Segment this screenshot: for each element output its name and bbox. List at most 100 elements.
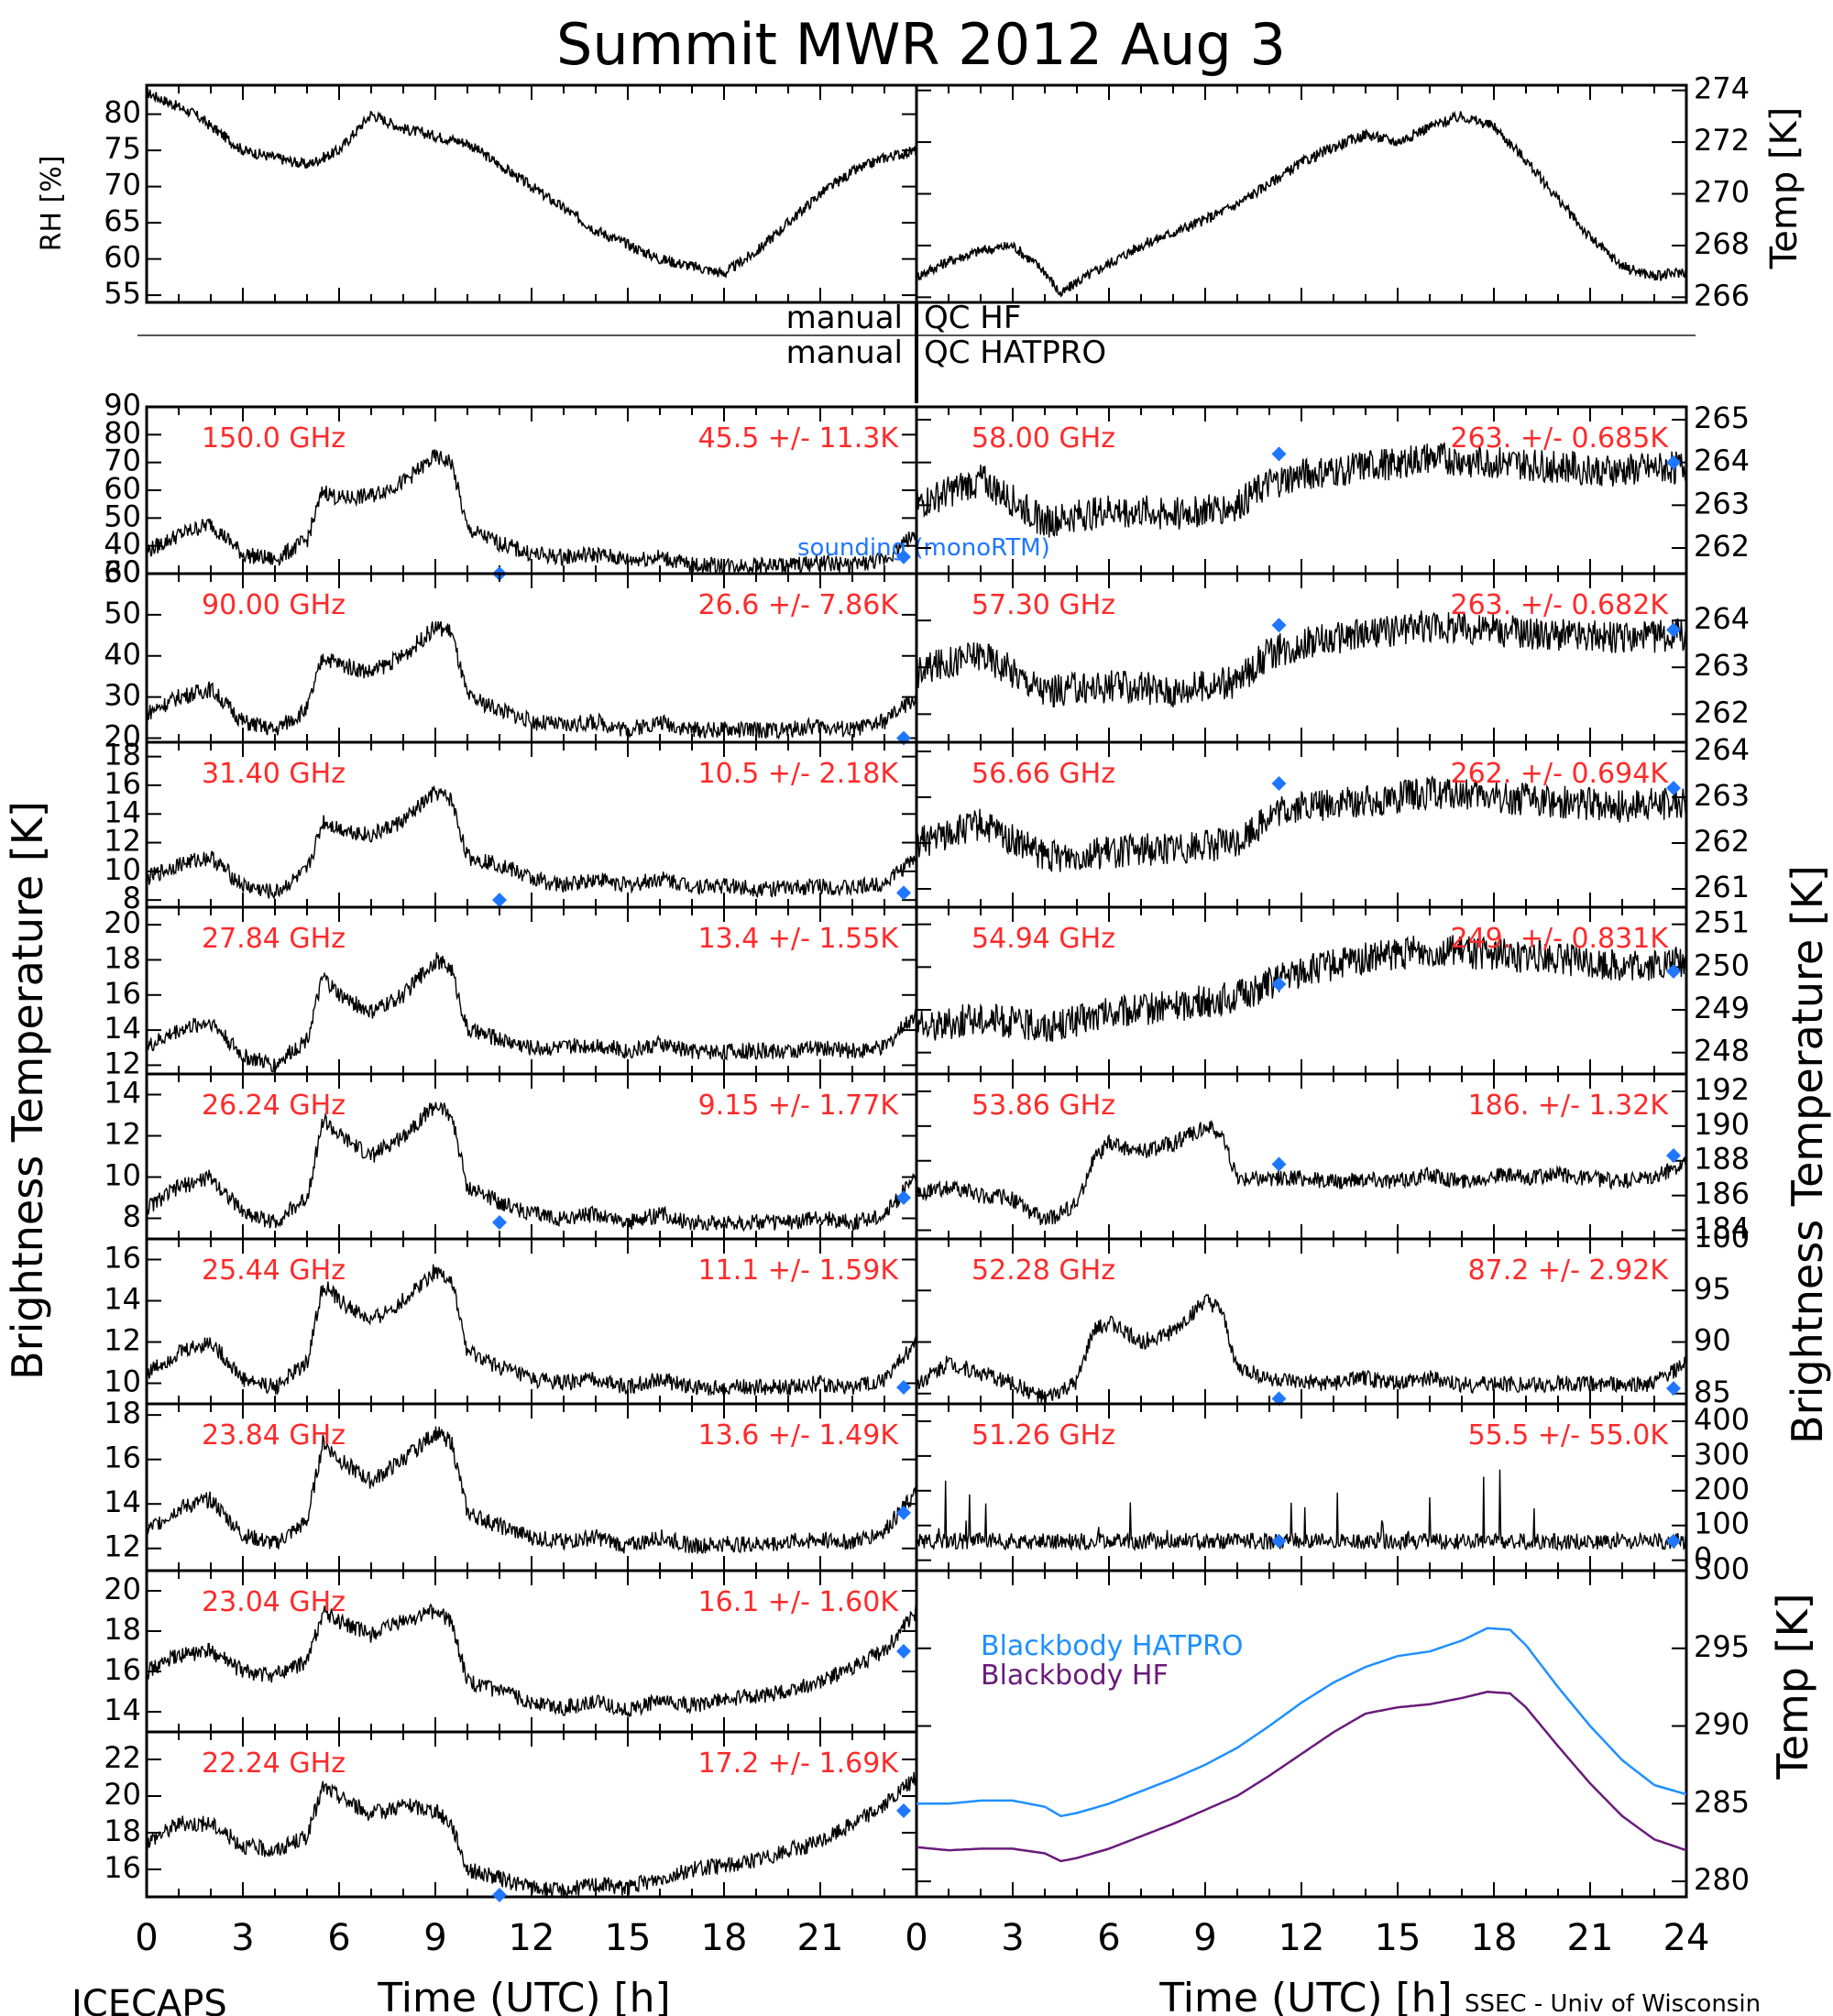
series-line-trace <box>916 774 1687 873</box>
sounding-marker <box>1666 1533 1681 1549</box>
channel-label: 22.24 GHz <box>202 1748 346 1780</box>
x-tick-label: 12 <box>509 1917 555 1959</box>
series-line-trace <box>146 784 917 900</box>
channel-stats: 186. +/- 1.32K <box>1468 1090 1670 1122</box>
y-tick-label: 8 <box>123 881 141 915</box>
series-line-trace <box>146 620 917 740</box>
y-tick-label: 12 <box>104 824 141 859</box>
y-tick-label: 18 <box>104 738 141 772</box>
qc-label-hatpro-left: manual <box>786 334 903 371</box>
y-tick-label: 300 <box>1694 1551 1750 1586</box>
x-tick-label: 9 <box>423 1917 446 1959</box>
y-tick-label: 186 <box>1694 1177 1750 1211</box>
sounding-marker <box>492 893 507 908</box>
panel-left-7: 12 14 16 18 23.84 GHz 13.6 +/- 1.49K <box>104 1396 918 1572</box>
y-tick-label: 18 <box>104 1396 141 1430</box>
channel-label: 150.0 GHz <box>202 422 346 455</box>
y-tick-label: 188 <box>1694 1142 1750 1177</box>
panel-frame <box>915 83 1688 304</box>
channel-stats: 87.2 +/- 2.92K <box>1468 1255 1670 1287</box>
channel-label: 26.24 GHz <box>202 1090 346 1122</box>
y-tick-label: 90 <box>1694 1323 1731 1358</box>
y-tick-label: 12 <box>104 1117 141 1152</box>
sounding-marker <box>896 549 911 564</box>
series-line-trace <box>146 952 917 1073</box>
series-line-trace <box>916 1469 1687 1551</box>
channel-stats: 55.5 +/- 55.0K <box>1468 1419 1670 1452</box>
y-tick-label: 14 <box>104 1485 141 1519</box>
channel-label: 57.30 GHz <box>971 589 1115 621</box>
sounding-marker <box>1271 618 1287 633</box>
y-tick-label: 251 <box>1694 905 1750 940</box>
tb-right-axis-label: Brightness Temperature [K] <box>1783 865 1832 1444</box>
bb-temp-axis-label: Temp [K] <box>1768 1593 1817 1780</box>
y-tick-label: 0 <box>1694 1541 1712 1576</box>
series-line-blackbody-hf <box>916 1690 1687 1863</box>
qc-label-hatpro-right: QC HATPRO <box>924 334 1106 371</box>
y-tick-label: 16 <box>104 766 141 801</box>
y-tick-label: 249 <box>1694 991 1750 1025</box>
legend-bb-hatpro: Blackbody HATPRO <box>981 1630 1244 1662</box>
y-tick-label: 285 <box>1694 1784 1750 1819</box>
panel-frame <box>915 1569 1688 1899</box>
panel-right-8: 280 285 290 295 300 Blackbody HATPROBlackbody… <box>915 1551 1750 1899</box>
series-line-trace <box>916 1293 1687 1404</box>
y-tick-label: 14 <box>104 794 141 829</box>
time-axis-label-right: Time (UTC) [h] <box>1158 1975 1452 2016</box>
y-tick-label: 268 <box>1694 226 1750 261</box>
x-tick-label: 18 <box>701 1917 748 1959</box>
channel-stats: 9.15 +/- 1.77K <box>698 1090 900 1122</box>
y-tick-label: 400 <box>1694 1402 1750 1437</box>
y-tick-label: 50 <box>104 499 141 533</box>
channel-stats: 13.4 +/- 1.55K <box>698 923 900 955</box>
y-tick-label: 14 <box>104 1076 141 1111</box>
y-tick-label: 14 <box>104 1282 141 1317</box>
y-tick-label: 14 <box>104 1011 141 1046</box>
y-tick-label: 20 <box>104 905 141 940</box>
y-tick-label: 8 <box>123 1200 141 1234</box>
y-tick-label: 60 <box>104 240 141 275</box>
y-tick-label: 22 <box>104 1740 141 1775</box>
sounding-marker <box>1666 1148 1681 1164</box>
y-tick-label: 30 <box>104 678 141 713</box>
y-tick-label: 16 <box>104 1652 141 1687</box>
tb-left-axis-label: Brightness Temperature [K] <box>3 801 52 1380</box>
y-tick-label: 12 <box>104 1323 141 1358</box>
y-tick-label: 12 <box>104 1046 141 1080</box>
panel-left-5: 8 10 12 14 26.24 GHz 9.15 +/- 1.77K <box>104 1072 918 1241</box>
series-line-trace <box>916 610 1687 708</box>
legend-bb-hf: Blackbody HF <box>981 1660 1169 1692</box>
panel-left-6: 10 12 14 16 25.44 GHz 11.1 +/- 1.59K <box>104 1237 918 1406</box>
sounding-marker <box>1666 622 1681 638</box>
sounding-marker <box>896 1644 911 1659</box>
channel-label: 52.28 GHz <box>971 1255 1115 1287</box>
y-tick-label: 264 <box>1694 601 1750 636</box>
y-tick-label: 190 <box>1694 1107 1750 1142</box>
channel-label: 27.84 GHz <box>202 923 346 955</box>
sounding-marker <box>896 885 911 901</box>
x-tick-label: 6 <box>327 1917 350 1959</box>
channel-label: 56.66 GHz <box>971 758 1115 790</box>
y-tick-label: 16 <box>104 976 141 1011</box>
series-line-trace <box>147 87 917 279</box>
series-line-trace <box>146 449 917 576</box>
sounding-marker <box>1666 1381 1681 1397</box>
sounding-marker <box>1666 781 1681 795</box>
sounding-marker <box>1271 1533 1287 1549</box>
x-tick-label: 0 <box>135 1917 158 1959</box>
sounding-marker <box>896 1380 911 1395</box>
footer-icecaps: ICECAPS <box>71 1983 227 2016</box>
sounding-marker <box>1271 1391 1287 1407</box>
y-tick-label: 40 <box>104 637 141 672</box>
channel-label: 51.26 GHz <box>971 1419 1115 1452</box>
y-tick-label: 75 <box>104 131 141 166</box>
sounding-marker <box>492 1215 507 1230</box>
y-tick-label: 80 <box>104 415 141 450</box>
x-tick-label: 21 <box>797 1917 844 1959</box>
channel-label: 25.44 GHz <box>202 1255 346 1287</box>
series-line-trace <box>916 110 1687 298</box>
